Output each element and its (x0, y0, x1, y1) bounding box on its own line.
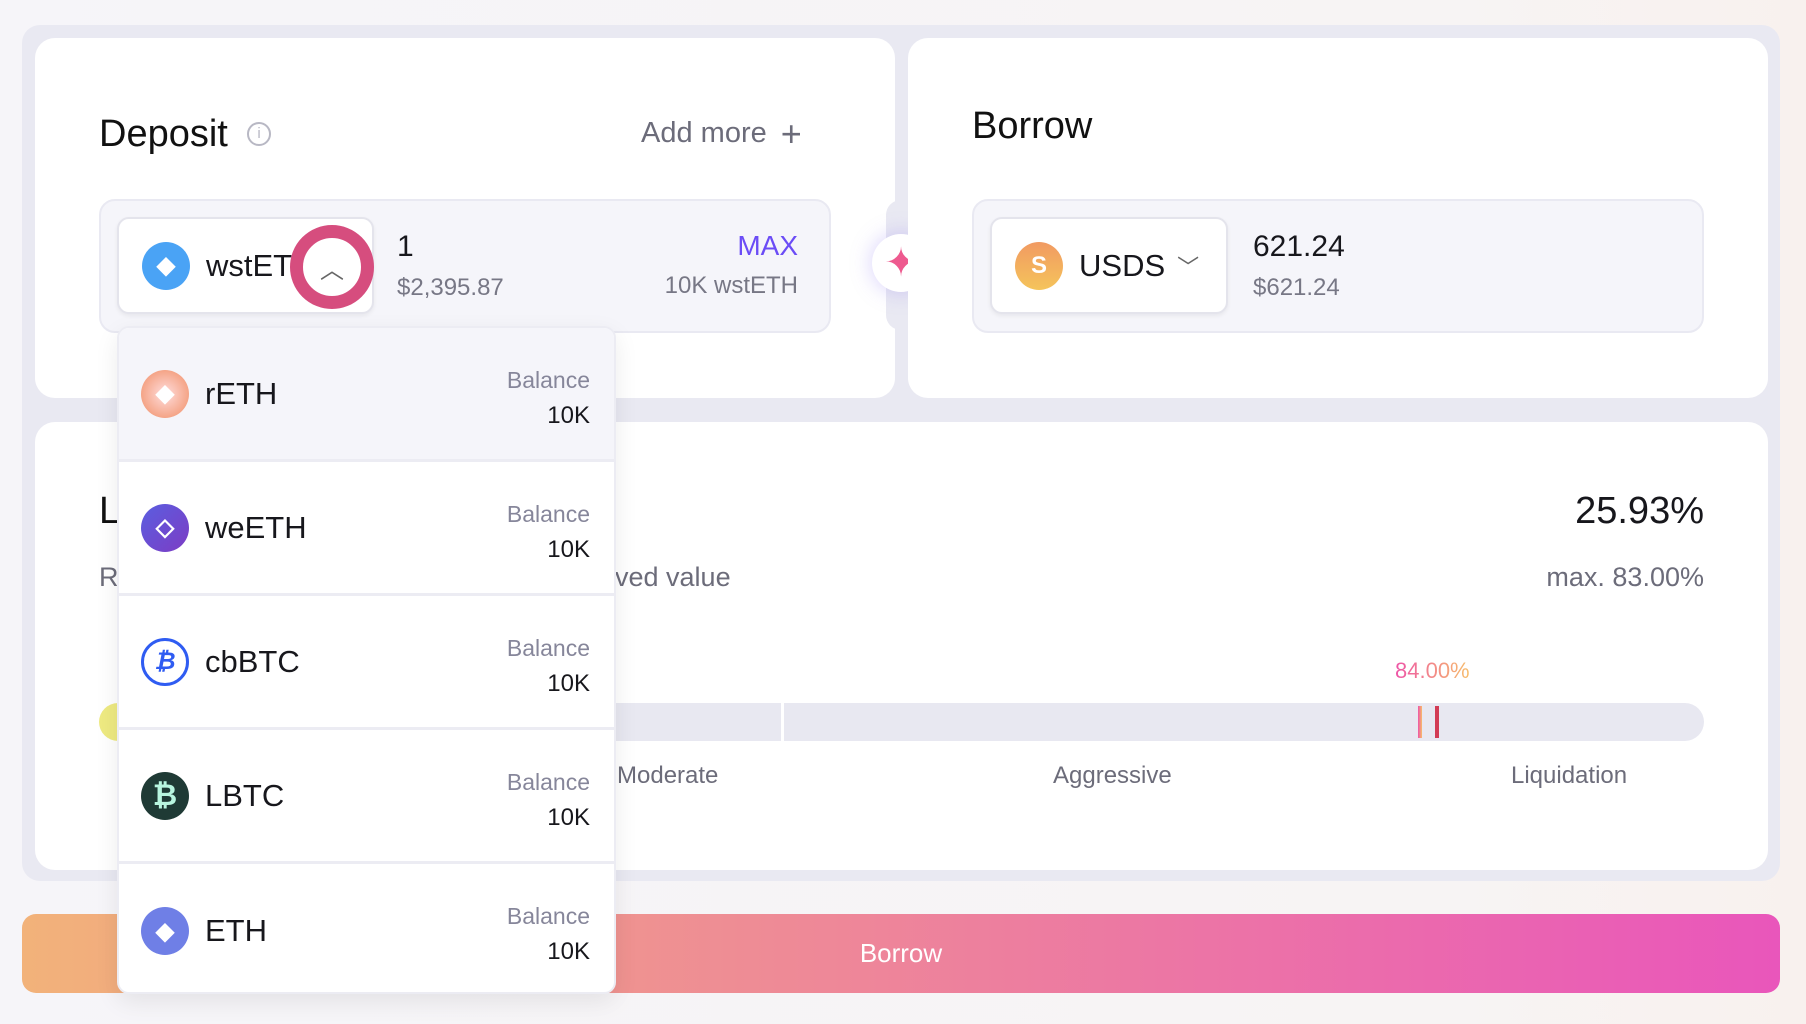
balance: Balance 10K (507, 898, 590, 970)
borrow-token-name: USDS (1079, 247, 1166, 283)
label-moderate: Moderate (617, 762, 719, 789)
eth-icon: ◆ (141, 907, 189, 955)
ltv-value: 25.93% (1575, 490, 1704, 532)
lbtc-icon: ₿ (141, 771, 189, 820)
plus-icon: + (780, 112, 802, 154)
balance-value: 10K (547, 804, 590, 831)
balance-label: Balance (506, 903, 590, 929)
add-more-label: Add more (641, 117, 767, 149)
borrow-button-label: Borrow (859, 938, 943, 968)
ltv-title: L (99, 490, 121, 532)
chevron-up-icon[interactable]: ︿ (290, 225, 374, 309)
ltv-subtitle-start: R (99, 562, 119, 592)
token-name: weETH (205, 509, 307, 545)
weeth-icon: ◇ (141, 503, 189, 552)
token-name: cbBTC (205, 643, 300, 679)
info-icon[interactable]: i (247, 122, 271, 146)
liquidation-marker (1435, 706, 1439, 738)
token-name: rETH (205, 375, 278, 411)
balance-value: 10K (547, 536, 590, 563)
reth-icon: ◆ (141, 369, 189, 418)
dropdown-item-reth[interactable]: ◆ rETH Balance 10K (119, 328, 614, 462)
dropdown-item-weeth[interactable]: ◇ weETH Balance 10K (119, 462, 614, 596)
deposit-balance: 10K wstETH (664, 272, 798, 299)
balance: Balance 10K (507, 630, 590, 702)
balance: Balance 10K (507, 764, 590, 836)
balance-label: Balance (506, 501, 590, 527)
balance-value: 10K (547, 670, 590, 697)
max-ltv-marker (1418, 706, 1422, 738)
borrow-usd-value: $621.24 (1253, 274, 1340, 301)
max-button[interactable]: MAX (737, 230, 798, 261)
balance: Balance 10K (507, 362, 590, 434)
dropdown-item-lbtc[interactable]: ₿ LBTC Balance 10K (119, 730, 614, 864)
risk-bar-aggressive (784, 703, 1704, 741)
token-name: LBTC (205, 777, 285, 813)
label-liquidation: Liquidation (1511, 762, 1628, 789)
balance-label: Balance (506, 635, 590, 661)
add-more-button[interactable]: Add more + (641, 112, 802, 154)
token-name: ETH (205, 913, 267, 948)
ltv-subtitle-end: ved value (615, 562, 731, 592)
borrow-amount[interactable]: 621.24 (1253, 230, 1345, 263)
deposit-amount[interactable]: 1 (397, 230, 414, 263)
balance-value: 10K (547, 938, 590, 965)
dropdown-item-cbbtc[interactable]: ₿ cbBTC Balance 10K (119, 596, 614, 730)
borrow-title: Borrow (972, 105, 1093, 147)
borrow-token-select[interactable]: S USDS ﹀ (990, 217, 1228, 314)
deposit-usd-value: $2,395.87 (397, 274, 504, 301)
balance: Balance 10K (507, 496, 590, 568)
wsteth-icon: ◆ (142, 241, 190, 290)
cbbtc-icon: ₿ (141, 637, 189, 686)
balance-label: Balance (506, 769, 590, 795)
balance-value: 10K (547, 402, 590, 429)
dropdown-item-eth[interactable]: ◆ ETH Balance 10K (119, 864, 614, 992)
balance-label: Balance (506, 367, 590, 393)
liquidation-value: 84.00% (1395, 658, 1470, 683)
usds-icon: S (1015, 241, 1063, 290)
chevron-down-icon: ﹀ (1177, 254, 1200, 280)
label-aggressive: Aggressive (1053, 762, 1172, 789)
ltv-max: max. 83.00% (1546, 562, 1704, 592)
deposit-title: Deposit (99, 113, 228, 155)
token-dropdown: ◆ rETH Balance 10K ◇ weETH Balance 10K ₿ c… (117, 326, 616, 994)
